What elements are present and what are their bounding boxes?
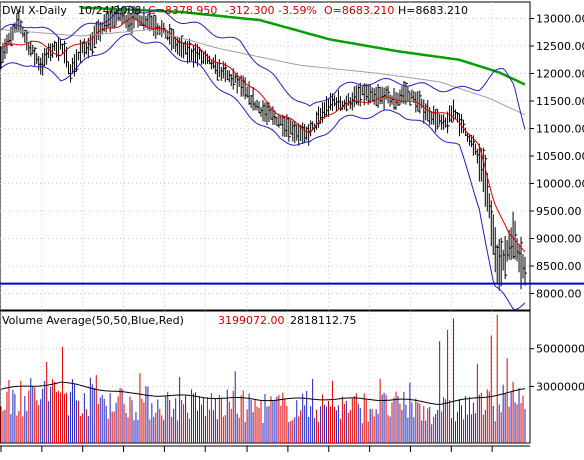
bollinger_lower-line [0,33,526,311]
header-open-text: O=8683.210 [324,4,394,17]
volume-gridlines [0,348,530,387]
price-tick-label: 10500.00 [536,150,584,163]
header-close-text: C=8378.950 [148,4,217,17]
ma_short-line [0,17,526,253]
volume-tick-label: 5000000 [536,343,584,356]
header-date: 10/24/2008 [78,4,141,17]
price-tick-label: 8500.00 [536,260,582,273]
header-date-text: 10/24/2008 [78,4,141,17]
volume-header-label-text: Volume Average(50,50,Blue,Red) [2,314,184,327]
header-change-pct-text: -3.59% [278,4,317,17]
price-tick-label: 12000.00 [536,68,584,81]
time-axis-ticks [0,446,493,452]
price-tick-label: 11000.00 [536,123,584,136]
price-indicator-lines [0,5,584,311]
time-axis [0,445,530,452]
header-open: O=8683.210 [324,4,394,17]
header-close: C=8378.950 [148,4,217,17]
header-symbol: DWI X-Daily [2,4,67,17]
volume-panel: 5000000 3000000 Volume Average(50,50,Blue… [0,310,584,444]
volume-header-label: Volume Average(50,50,Blue,Red) [2,314,184,327]
price-tick-label: 9500.00 [536,205,582,218]
header-high: H=8683.210 [398,4,468,17]
price-tick-label: 10000.00 [536,178,584,191]
volume-average-line [0,381,526,406]
header-symbol-text: DWI X-Daily [2,4,67,17]
volume-header-black-text: 2818112.75 [290,314,356,327]
header-change: -312.300 [225,4,274,17]
header-high-text: H=8683.210 [398,4,468,17]
ma_mid-line [0,28,526,116]
volume-tick-label: 3000000 [536,380,584,393]
price-tick-label: 11500.00 [536,95,584,108]
volume-header-black-value: 2818112.75 [290,314,356,327]
price-gridlines [0,2,530,443]
price-tick-label: 12500.00 [536,40,584,53]
bollinger_upper-line [0,5,526,130]
price-y-axis: 13000.00 12500.00 12000.00 11500.00 11000.00… [530,13,584,301]
price-tick-label: 9000.00 [536,233,582,246]
volume-bars [0,314,526,443]
header-change-text: -312.300 [225,4,274,17]
price-tick-label: 8000.00 [536,288,582,301]
price-tick-label: 13000.00 [536,13,584,26]
volume-header-red-text: 3199072.00 [218,314,284,327]
price-panel: 13000.00 12500.00 12000.00 11500.00 11000.00… [0,1,584,443]
volume-avg-line [0,381,526,406]
header-change-pct: -3.59% [278,4,317,17]
volume-header-red-value: 3199072.00 [218,314,284,327]
ma_long-line [80,6,526,86]
volume-y-axis: 5000000 3000000 [530,343,584,393]
